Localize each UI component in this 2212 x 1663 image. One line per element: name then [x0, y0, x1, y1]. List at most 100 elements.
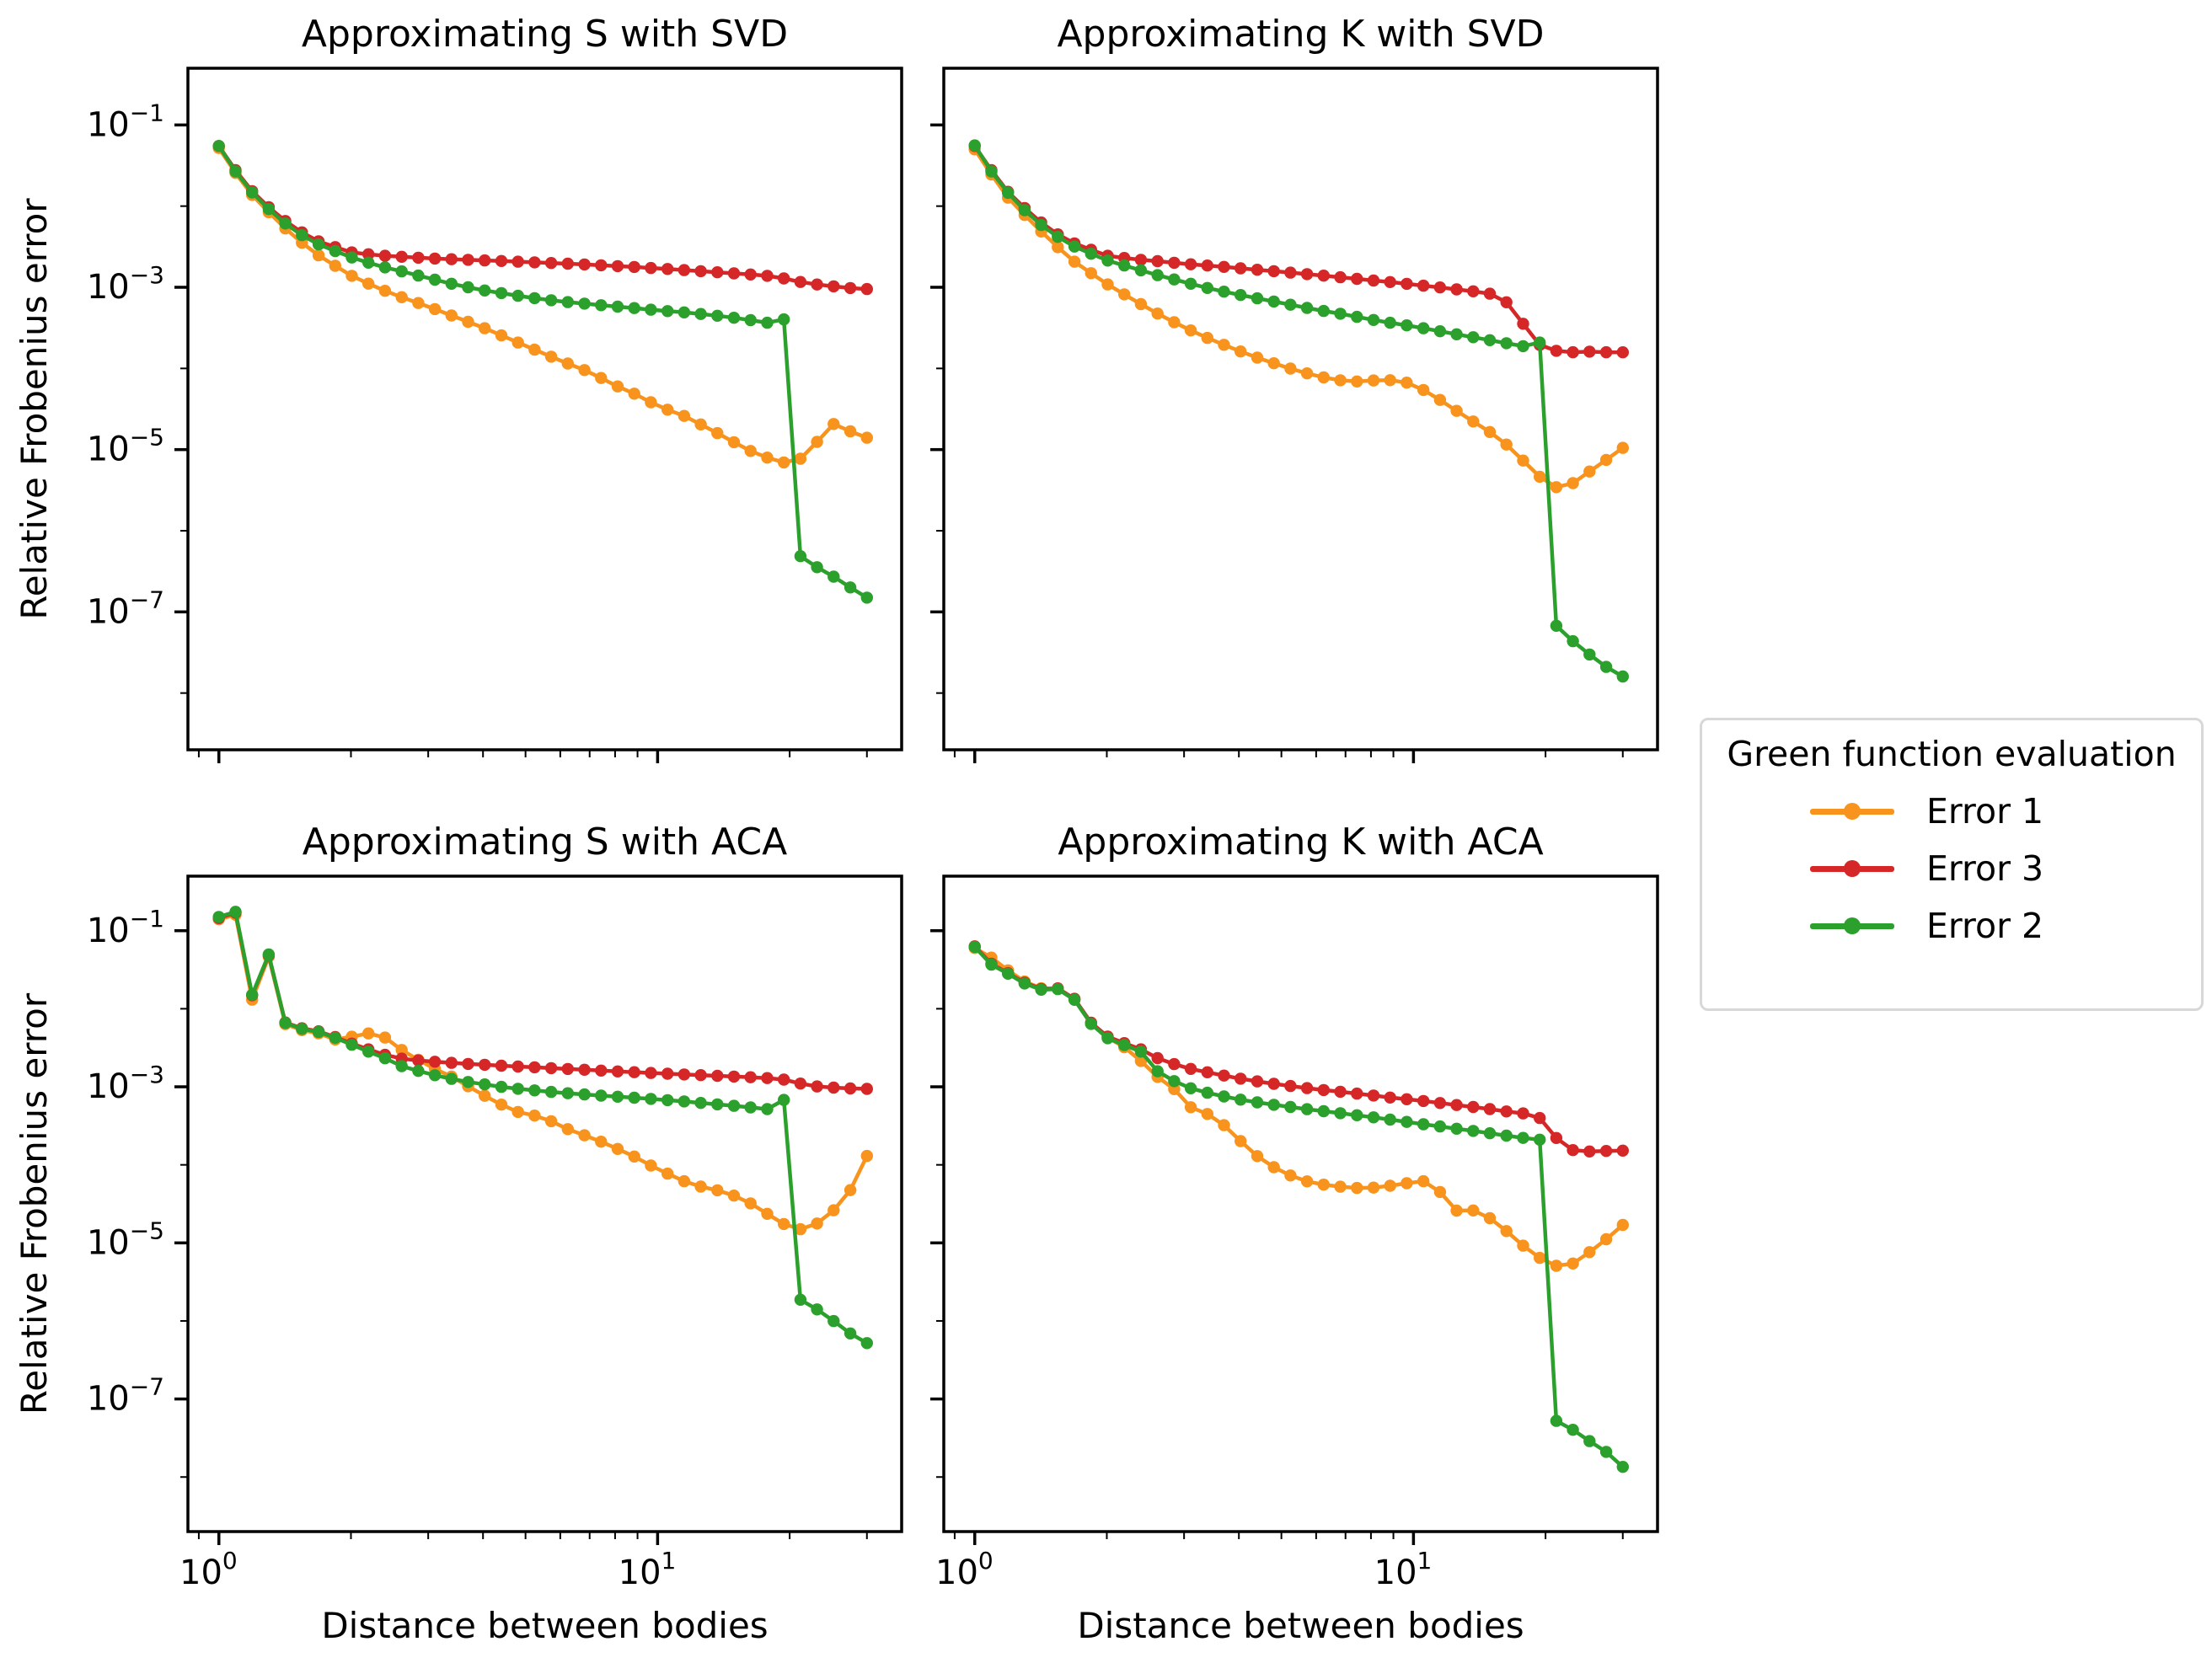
data-point-marker — [1300, 1082, 1314, 1094]
data-point-marker — [479, 1089, 491, 1102]
data-point-marker — [296, 229, 308, 242]
data-point-marker — [1351, 1109, 1363, 1122]
data-point-marker — [561, 257, 574, 270]
data-point-marker — [378, 1052, 392, 1065]
data-point-marker — [528, 291, 541, 305]
data-point-marker — [694, 1069, 707, 1082]
data-point-marker — [678, 306, 691, 318]
data-point-marker — [711, 1069, 724, 1083]
data-point-marker — [544, 257, 558, 270]
data-point-marker — [1235, 1072, 1247, 1085]
data-point-marker — [1467, 1125, 1480, 1137]
data-point-marker — [1483, 1211, 1497, 1225]
data-point-marker — [1334, 374, 1347, 387]
data-point-marker — [1567, 1144, 1579, 1157]
data-point-marker — [628, 1066, 640, 1078]
data-point-marker — [528, 1084, 541, 1097]
data-point-marker — [1300, 302, 1314, 314]
y-tick-label: 10−7 — [87, 586, 164, 631]
x-tick-label: 101 — [1374, 1547, 1433, 1592]
data-point-marker — [1534, 1133, 1546, 1147]
data-point-marker — [528, 343, 541, 356]
data-point-marker — [711, 266, 724, 279]
data-point-marker — [1517, 454, 1529, 467]
series-line — [972, 144, 1624, 678]
data-point-marker — [1251, 264, 1264, 276]
data-point-marker — [628, 1091, 640, 1104]
data-point-marker — [778, 456, 790, 469]
data-point-marker — [611, 259, 624, 273]
data-point-marker — [860, 1149, 873, 1163]
data-point-marker — [761, 452, 774, 464]
data-point-marker — [1317, 1083, 1331, 1097]
data-point-marker — [1500, 1105, 1513, 1118]
data-point-marker — [1218, 1090, 1230, 1103]
data-point-marker — [561, 1062, 574, 1076]
data-point-marker — [1235, 262, 1247, 275]
data-point-marker — [1467, 415, 1480, 428]
legend-item-error-1: Error 1 — [1702, 783, 2201, 840]
series-error-1 — [968, 143, 1630, 494]
data-point-marker — [661, 1094, 674, 1107]
data-point-marker — [1534, 1111, 1546, 1125]
data-point-marker — [794, 1293, 807, 1307]
data-point-marker — [1417, 279, 1430, 292]
data-point-marker — [378, 261, 392, 274]
subplot-approximating-k-with-aca: Approximating K with ACA 100 101 Distance b… — [930, 821, 1659, 1646]
data-point-marker — [761, 270, 774, 282]
data-point-marker — [479, 1078, 491, 1091]
data-point-marker — [544, 294, 558, 307]
series-line — [217, 145, 868, 600]
data-point-marker — [395, 265, 408, 278]
data-point-marker — [495, 1080, 508, 1094]
data-point-marker — [727, 1070, 741, 1083]
x-axis-label: Distance between bodies — [321, 1605, 768, 1646]
data-point-marker — [968, 139, 981, 152]
data-point-marker — [1417, 322, 1430, 334]
series-line — [972, 148, 1625, 489]
data-point-marker — [345, 270, 358, 282]
data-point-marker — [1517, 1107, 1529, 1120]
data-point-marker — [578, 364, 591, 377]
data-point-marker — [1018, 977, 1031, 990]
data-point-marker — [678, 1174, 691, 1188]
data-point-marker — [428, 273, 442, 286]
data-point-marker — [395, 1060, 408, 1072]
data-point-marker — [1384, 316, 1396, 329]
data-point-marker — [1002, 186, 1015, 200]
data-point-marker — [1517, 1239, 1529, 1252]
data-point-marker — [1583, 1246, 1596, 1259]
data-point-marker — [678, 409, 691, 422]
data-point-marker — [1151, 1051, 1164, 1065]
data-point-marker — [1052, 241, 1064, 254]
data-point-marker — [1235, 1135, 1247, 1147]
data-point-marker — [1118, 288, 1131, 301]
data-point-marker — [860, 282, 873, 296]
data-point-marker — [1384, 374, 1396, 387]
data-point-marker — [1267, 1161, 1280, 1174]
data-point-marker — [1550, 1131, 1563, 1145]
data-point-marker — [329, 259, 341, 272]
data-point-marker — [1351, 272, 1363, 286]
data-point-marker — [1450, 328, 1463, 340]
data-point-marker — [727, 1190, 741, 1202]
data-point-marker — [1599, 453, 1613, 467]
data-point-marker — [1517, 318, 1529, 330]
data-point-marker — [1300, 367, 1314, 380]
data-point-marker — [1267, 295, 1280, 308]
data-point-marker — [1550, 619, 1563, 632]
data-point-marker — [1151, 269, 1164, 281]
data-point-marker — [844, 425, 857, 438]
data-point-marker — [1317, 371, 1331, 384]
data-point-marker — [1351, 1181, 1363, 1195]
data-point-marker — [1367, 374, 1380, 387]
legend-item-label: Error 3 — [1926, 848, 2044, 889]
data-point-marker — [1201, 259, 1214, 272]
series-error-3 — [212, 140, 873, 296]
data-point-marker — [1334, 270, 1347, 284]
data-point-marker — [611, 1090, 624, 1104]
data-point-marker — [246, 988, 259, 1002]
series-error-2 — [212, 140, 873, 604]
data-point-marker — [744, 1101, 757, 1114]
data-point-marker — [1317, 1104, 1331, 1118]
